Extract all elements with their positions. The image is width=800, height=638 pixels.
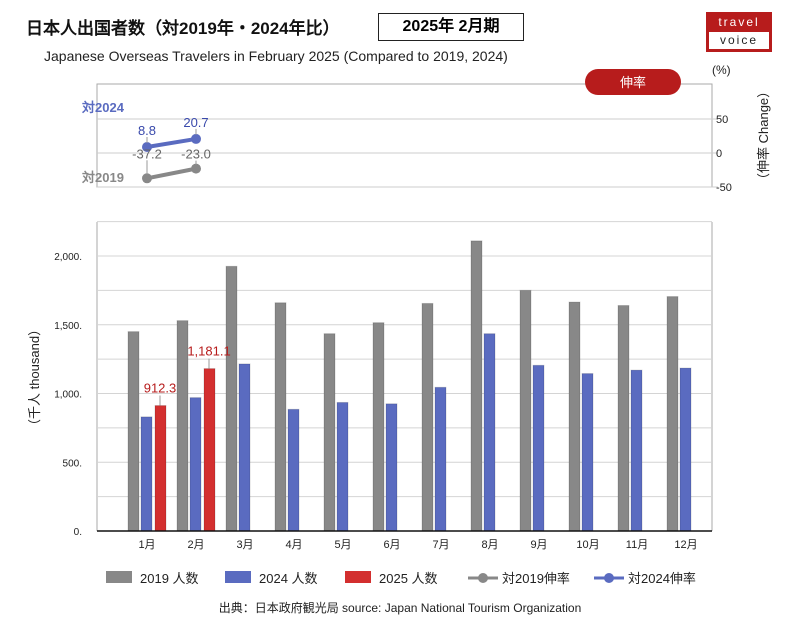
bar-axis-label: （千人 thousand） [27,323,42,432]
month-label: 4月 [285,539,302,551]
page-title: 日本人出国者数（対2019年・2024年比） [26,19,340,38]
rate-line-対2019 [146,166,197,181]
bar-2024 [336,401,349,532]
legend-marker [604,573,614,583]
bar-2024 [140,416,153,532]
rate-point [142,173,152,184]
rate-data-label: -23.0 [181,147,211,162]
logo-line1: travel [718,15,760,29]
bar-2024 [679,367,692,532]
month-label: 10月 [576,539,599,551]
month-label: 11月 [626,539,648,551]
bar-2024 [385,403,398,532]
month-label: 2月 [187,539,204,551]
month-label: 5月 [334,539,351,551]
source-note: 出典：日本政府観光局 source: Japan National Touris… [219,600,582,615]
bar-2024 [581,373,594,532]
subtitle: Japanese Overseas Travelers in February … [44,48,508,64]
legend-label: 2024 人数 [259,571,318,586]
bar-2024 [238,363,251,532]
bar-2019 [127,331,140,532]
rate-series-label: 対2019 [81,170,124,185]
month-label: 9月 [530,539,547,551]
month-label: 12月 [674,539,697,551]
rate-point [191,163,201,174]
rate-point [142,142,152,153]
bar-2025 [203,368,216,532]
bar-2024 [630,369,643,532]
bar-tick-label: 2,000. [54,252,82,263]
bar-2019 [519,289,532,532]
rate-tick-label: 50 [716,114,728,126]
bar-2019 [274,302,287,532]
bar-2024 [287,408,300,532]
bar-2019 [323,333,336,532]
bar-tick-label: 1,500. [54,321,82,332]
month-label: 1月 [138,539,155,551]
legend-swatch [225,571,251,583]
month-label: 3月 [236,539,253,551]
legend-label: 2019 人数 [140,571,199,586]
bar-2024 [434,386,447,532]
bar-2024 [483,333,496,532]
rate-line-対2024 [146,136,197,149]
bar-tick-label: 0. [74,527,82,538]
month-label: 6月 [383,539,400,551]
legend-swatch [345,571,371,583]
bar-2024 [189,397,202,532]
rate-badge-label: 伸率 [620,75,646,90]
rate-data-label: 20.7 [183,115,208,130]
legend-label: 2025 人数 [379,571,438,586]
legend-label: 対2024伸率 [628,571,696,586]
legend-swatch [106,571,132,583]
rate-data-label: 8.8 [138,123,156,138]
rate-point [191,133,201,144]
legend-label: 対2019伸率 [502,571,570,586]
rate-data-label: -37.2 [132,146,162,161]
bar-2019 [225,265,238,532]
bar-data-label: 1,181.1 [187,344,230,359]
rate-series-label: 対2024 [81,100,125,115]
bar-2019 [470,240,483,532]
logo-line2: voice [709,32,769,49]
bar-2019 [372,322,385,532]
rate-tick-label: -50 [716,182,732,194]
month-label: 7月 [432,539,449,551]
month-label: 8月 [481,539,498,551]
rate-tick-label: 0 [716,148,722,160]
bar-2025 [154,405,167,532]
bar-data-label: 912.3 [144,381,177,396]
rate-badge [585,69,681,95]
bar-2024 [532,364,545,532]
legend-marker [478,573,488,583]
period-box: 2025年 2月期 [378,13,524,41]
bar-2019 [617,305,630,532]
rate-unit-label: (%) [712,63,731,77]
travelvoice-logo: travel voice [706,12,772,52]
bar-tick-label: 500. [63,458,82,469]
bar-2019 [568,301,581,532]
rate-axis-label: （伸率 Change） [756,85,771,186]
bar-2019 [421,302,434,532]
bar-2019 [666,296,679,532]
bar-tick-label: 1,000. [54,390,82,401]
